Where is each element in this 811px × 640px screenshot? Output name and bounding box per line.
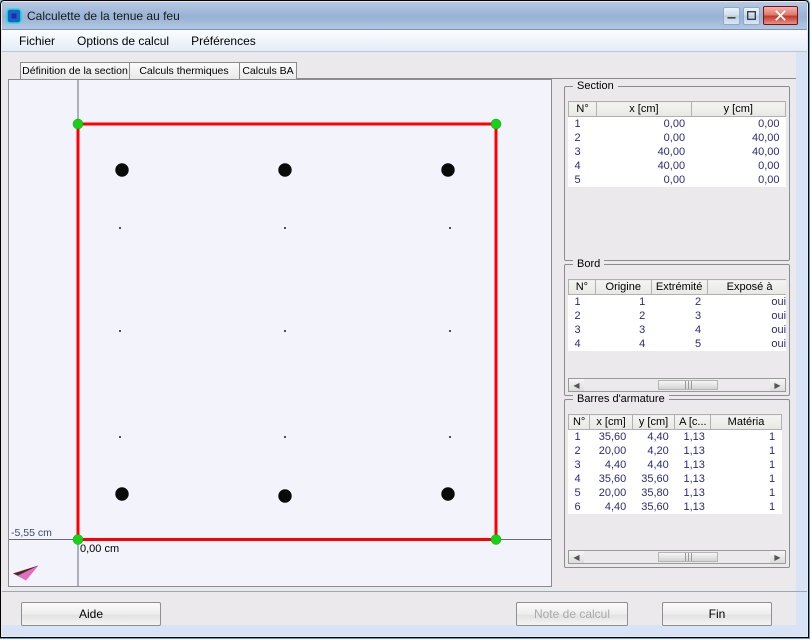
svg-text:-5,55 cm: -5,55 cm [11,527,52,539]
svg-text:0,00 cm: 0,00 cm [80,543,119,555]
